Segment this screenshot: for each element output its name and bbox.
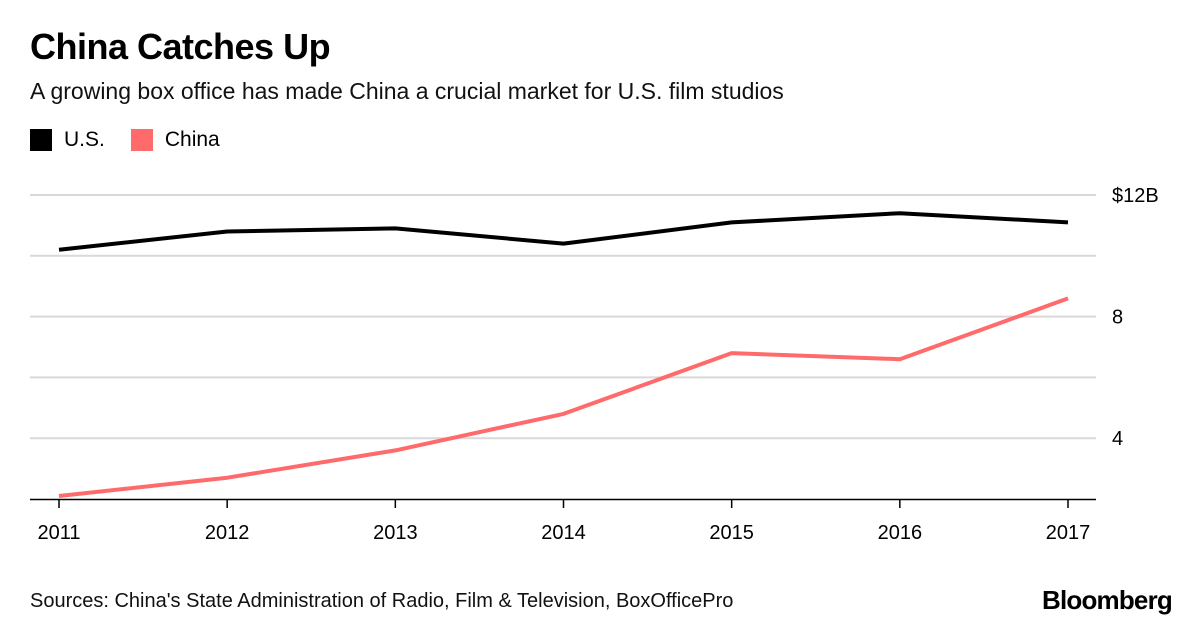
- legend-item-china: China: [130, 128, 220, 152]
- bloomberg-logo: Bloomberg: [1041, 585, 1173, 615]
- series-line-us: [58, 211, 1069, 252]
- legend-swatch-china: [130, 129, 153, 151]
- x-tick-label: 2013: [373, 522, 418, 544]
- y-tick-label: 8: [1112, 307, 1123, 329]
- legend-swatch-us: [30, 129, 52, 151]
- chart-title: China Catches Up: [30, 26, 331, 67]
- legend: U.S. China: [30, 128, 246, 152]
- y-tick-label: $12B: [1112, 185, 1159, 207]
- x-tick-label: 2016: [878, 522, 923, 544]
- x-tick-label: 2011: [37, 522, 80, 544]
- x-tick-label: 2015: [709, 522, 754, 544]
- series-line-china: [58, 296, 1069, 498]
- legend-label-us: U.S.: [64, 128, 105, 151]
- legend-label-china: China: [164, 128, 220, 151]
- x-tick-label: 2012: [205, 522, 250, 544]
- chart-subtitle: A growing box office has made China a cr…: [30, 78, 784, 104]
- x-tick-label: 2014: [541, 522, 586, 544]
- source-note: Sources: China's State Administration of…: [30, 590, 734, 612]
- y-tick-label: 4: [1112, 428, 1123, 450]
- x-tick-label: 2017: [1046, 522, 1091, 544]
- legend-item-us: U.S.: [30, 128, 105, 152]
